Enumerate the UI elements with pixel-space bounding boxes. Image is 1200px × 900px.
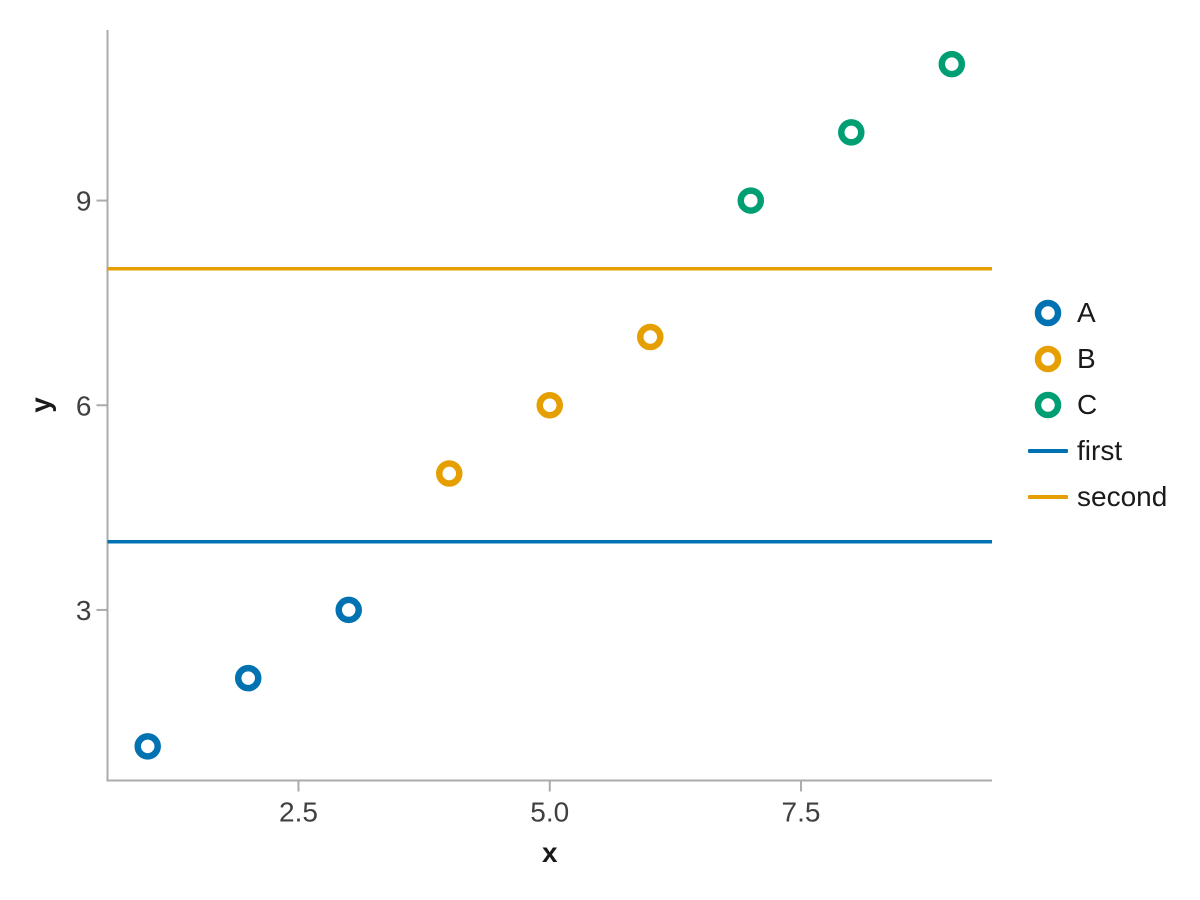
legend-item-first: first [1028, 428, 1167, 474]
y-axis-title: y [25, 397, 56, 413]
legend-label: B [1077, 343, 1096, 374]
x-tick-label: 2.5 [279, 797, 318, 828]
legend-circle-icon [1028, 344, 1068, 374]
data-points [134, 50, 966, 760]
legend-item-B: B [1028, 336, 1167, 382]
legend-line-icon [1028, 482, 1068, 512]
data-point-B [435, 460, 463, 487]
legend-circle-icon [1028, 298, 1068, 328]
x-tick-label: 7.5 [782, 797, 821, 828]
legend-label: C [1077, 389, 1098, 420]
legend-label: second [1077, 481, 1168, 512]
y-tick-label: 6 [76, 390, 92, 421]
x-axis-title: x [542, 837, 558, 868]
data-point-C [938, 50, 966, 78]
data-point-A [134, 733, 161, 760]
data-point-A [234, 664, 262, 692]
axes: 3 6 9 2.5 5.0 7.5 [76, 30, 992, 828]
y-tick-label: 9 [76, 186, 92, 217]
reference-lines [107, 267, 992, 544]
data-point-A [335, 596, 362, 624]
legend-item-A: A [1028, 290, 1167, 336]
data-point-C [838, 119, 865, 146]
x-tick-label: 5.0 [530, 797, 569, 828]
legend-circle-icon [1028, 390, 1068, 420]
data-point-C [737, 187, 765, 214]
legend-line-icon [1028, 436, 1068, 466]
legend-label: first [1077, 435, 1123, 466]
y-tick-label: 3 [76, 595, 92, 626]
data-point-B [536, 392, 563, 419]
data-point-B [637, 323, 664, 351]
legend-label: A [1077, 297, 1096, 328]
legend-item-C: C [1028, 382, 1167, 428]
legend-item-second: second [1028, 474, 1167, 520]
